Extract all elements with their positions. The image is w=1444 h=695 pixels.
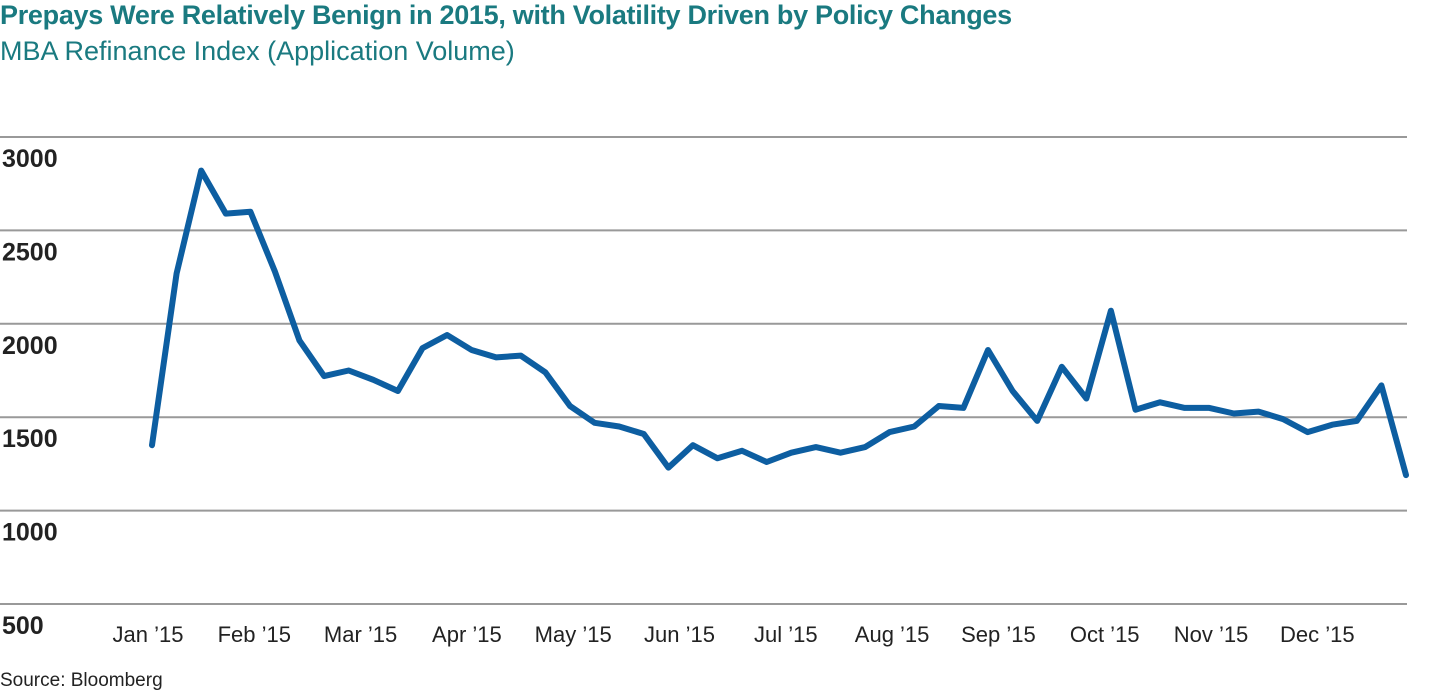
x-tick-label: Feb ’15 [218,622,291,647]
y-axis-ticks: 3000 2500 2000 1500 1000 500 [2,145,58,640]
x-tick-label: Mar ’15 [324,622,397,647]
series-group [149,167,1409,479]
x-tick-label: Jul ’15 [754,622,818,647]
y-tick-label: 3000 [2,145,58,173]
x-tick-label: Sep ’15 [961,622,1036,647]
y-tick-label: 500 [2,612,44,640]
y-tick-label: 2000 [2,332,58,360]
x-tick-label: Apr ’15 [432,622,502,647]
y-tick-label: 2500 [2,238,58,266]
x-tick-label: Dec ’15 [1280,622,1355,647]
x-tick-label: Nov ’15 [1174,622,1249,647]
x-tick-label: Jan ’15 [113,622,184,647]
x-tick-label: May ’15 [535,622,612,647]
y-tick-label: 1500 [2,425,58,453]
source-note: Source: Bloomberg [0,670,163,691]
chart-title: Prepays Were Relatively Benign in 2015, … [0,0,1012,30]
gridlines [0,136,1407,605]
x-tick-label: Oct ’15 [1070,622,1140,647]
chart-subtitle: MBA Refinance Index (Application Volume) [0,36,515,66]
series-line [149,167,1409,479]
x-tick-label: Aug ’15 [855,622,930,647]
x-axis-ticks: Jan ’15 Feb ’15 Mar ’15 Apr ’15 May ’15 Jun ’… [113,622,1355,647]
line-chart: 3000 2500 2000 1500 1000 500 Jan ’15 Feb ’15 Ma… [0,136,1409,647]
y-tick-label: 1000 [2,519,58,547]
x-tick-label: Jun ’15 [644,622,715,647]
